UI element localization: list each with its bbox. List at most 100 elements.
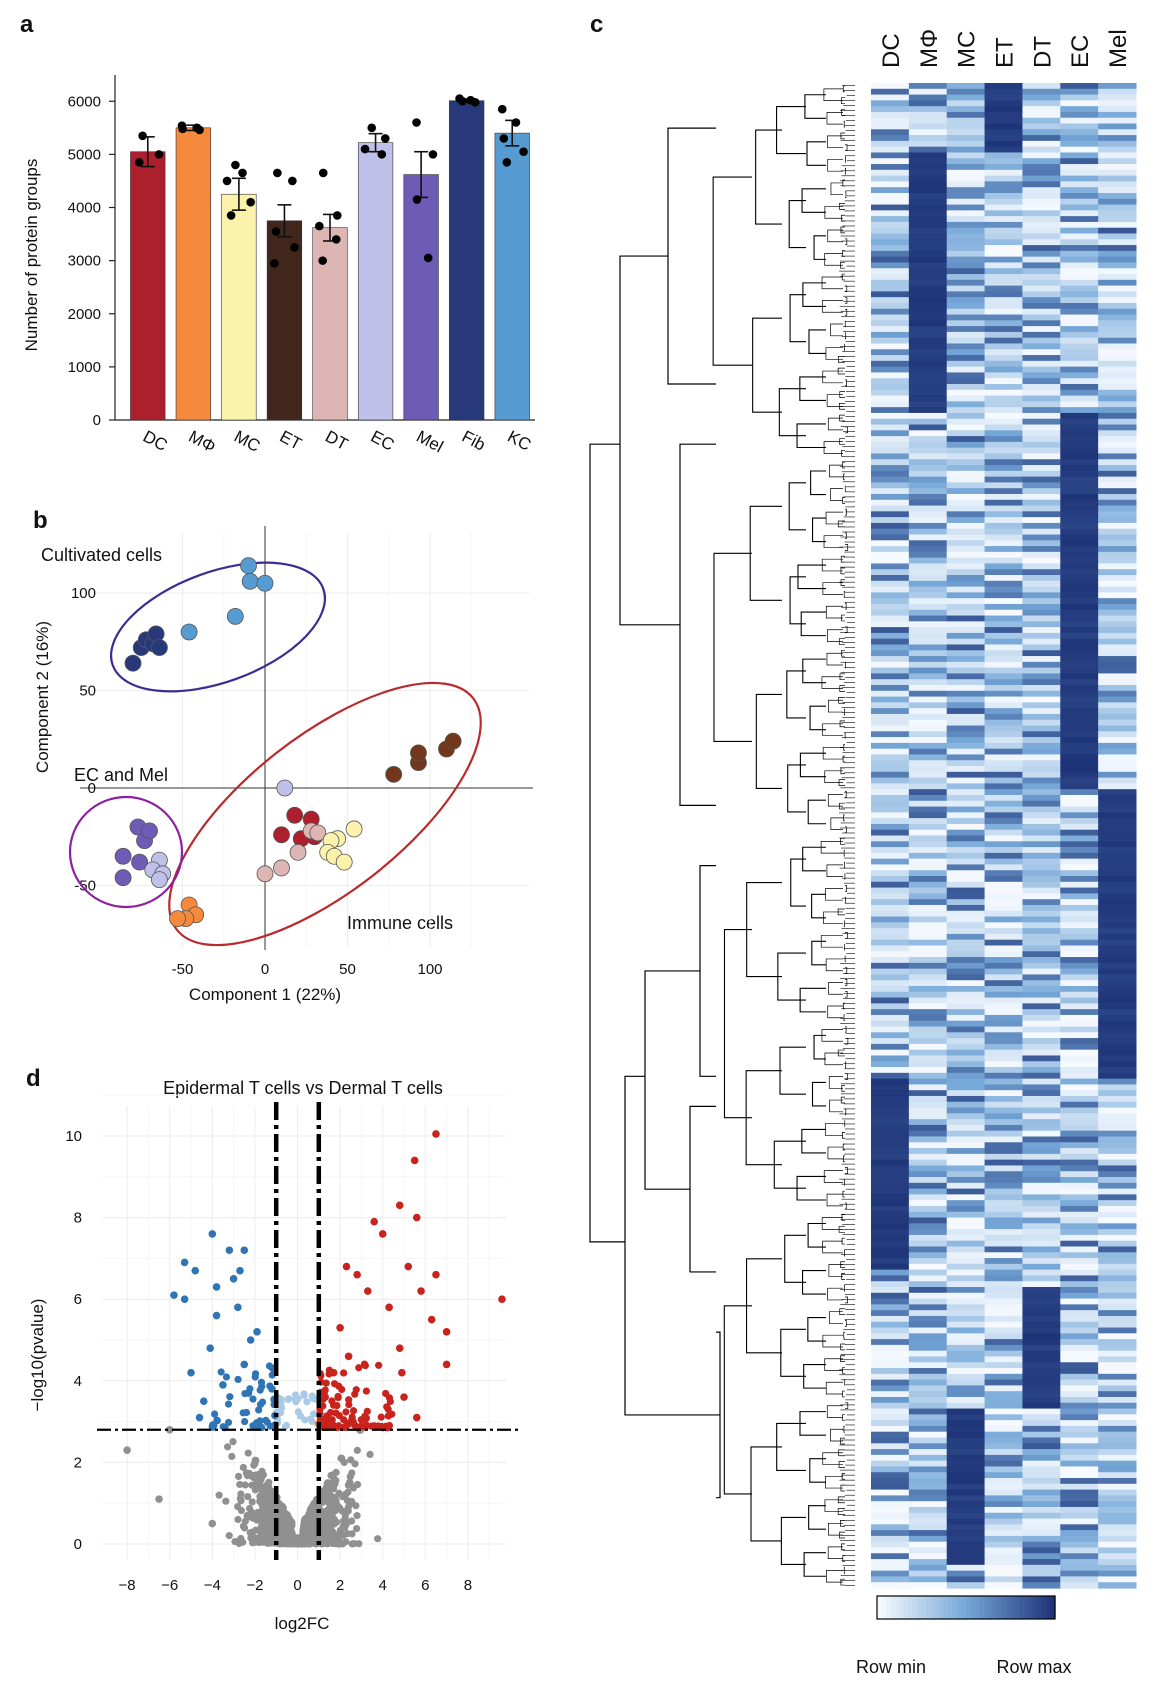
heatmap-cell: [871, 1043, 910, 1051]
heatmap-cell: [908, 1333, 948, 1340]
heatmap-cell: [1022, 1113, 1061, 1120]
heatmap-cell: [908, 308, 948, 316]
heatmap-cell: [946, 1153, 986, 1161]
heatmap-cell: [984, 430, 1023, 437]
heatmap-cell: [908, 1501, 948, 1508]
heatmap-cell: [871, 1182, 910, 1190]
volcano-point: [187, 1368, 195, 1377]
heatmap-cell: [1022, 384, 1061, 391]
heatmap-cell: [1060, 482, 1099, 489]
dendrogram-branch: [829, 1311, 843, 1324]
heatmap-cell: [1022, 615, 1061, 622]
volcano-point: [165, 1425, 174, 1434]
heatmap-cell: [946, 580, 986, 588]
heatmap-cell: [908, 221, 948, 229]
heatmap-cell: [1060, 1263, 1099, 1271]
heatmap-column-label: EC: [1067, 35, 1094, 68]
heatmap-cell: [908, 690, 948, 698]
heatmap-cell: [1098, 1570, 1137, 1578]
heatmap-cell: [1022, 1408, 1061, 1415]
heatmap-cell: [908, 794, 948, 802]
volcano-x-tick-label: −4: [204, 1577, 221, 1594]
pca-sample-point: [169, 910, 186, 928]
heatmap-cell: [946, 1315, 986, 1323]
volcano-point-ns: [236, 1480, 244, 1489]
heatmap-cell: [908, 482, 948, 489]
dendrogram-branch: [845, 967, 848, 975]
heatmap-cell: [1060, 436, 1099, 443]
dendrogram-branch: [843, 1284, 845, 1292]
volcano-point: [427, 1315, 436, 1324]
replicate-point: [377, 150, 387, 159]
heatmap-cell: [946, 1350, 986, 1358]
heatmap-cell: [871, 401, 910, 408]
volcano-point-down: [256, 1400, 265, 1409]
heatmap-cell: [984, 598, 1023, 605]
heatmap-cell: [908, 569, 948, 576]
heatmap-cell: [1098, 389, 1137, 397]
heatmap-cell: [1060, 1026, 1099, 1033]
dendrogram-branch: [810, 470, 826, 496]
heatmap-cell: [1098, 441, 1137, 449]
heatmap-cell: [1022, 366, 1061, 374]
heatmap-cell: [871, 198, 910, 206]
heatmap-cell: [1098, 274, 1137, 281]
heatmap-cell: [1060, 1009, 1099, 1016]
heatmap-cell: [1022, 1148, 1061, 1155]
heatmap-cell: [1060, 1483, 1099, 1491]
heatmap-cell: [871, 1223, 910, 1230]
heatmap-cell: [946, 1107, 986, 1114]
heatmap-cell: [908, 1177, 948, 1184]
heatmap-cell: [1022, 447, 1061, 455]
dendrogram-branch: [828, 1264, 843, 1277]
heatmap-cell: [984, 806, 1023, 813]
heatmap-cell: [1098, 980, 1137, 987]
dendrogram-branch: [845, 285, 848, 293]
heatmap-cell: [946, 470, 986, 478]
heatmap-cell: [946, 378, 986, 385]
heatmap-cell: [1022, 881, 1061, 889]
heatmap-cell: [908, 933, 948, 941]
heatmap-cell: [871, 702, 910, 709]
dendrogram-branch: [823, 88, 843, 101]
heatmap-cell: [1022, 1379, 1061, 1387]
heatmap-cell: [1060, 1252, 1099, 1259]
heatmap-cell: [946, 1252, 986, 1259]
heatmap-cell: [1098, 1327, 1137, 1334]
heatmap-cell: [871, 1512, 910, 1520]
heatmap-cell: [984, 783, 1023, 790]
heatmap-cell: [1060, 968, 1099, 976]
volcano-point-ns: [277, 1534, 285, 1543]
heatmap-cell: [1022, 638, 1061, 646]
heatmap-cell: [984, 436, 1023, 443]
heatmap-cell: [871, 829, 910, 837]
heatmap-cell: [1060, 1431, 1099, 1439]
heatmap-cell: [984, 100, 1023, 107]
heatmap-cell: [1098, 1466, 1137, 1473]
heatmap-cell: [1022, 1530, 1061, 1537]
heatmap-cell: [908, 1298, 948, 1305]
heatmap-cell: [908, 1020, 948, 1028]
heatmap-cell: [1098, 1240, 1137, 1248]
volcano-y-tick-label: 8: [74, 1210, 82, 1227]
heatmap-cell: [908, 592, 948, 599]
replicate-point: [138, 131, 147, 141]
heatmap-cell: [871, 690, 910, 698]
heatmap-cell: [946, 910, 986, 918]
heatmap-cell: [908, 100, 948, 107]
volcano-point-ns: [353, 1512, 361, 1520]
heatmap-cell: [1022, 111, 1061, 119]
volcano-point-up: [385, 1421, 394, 1430]
dendrogram-branch: [828, 699, 843, 713]
heatmap-cell: [871, 1478, 910, 1485]
dendrogram-branch: [826, 629, 843, 642]
heatmap-cell: [984, 1292, 1023, 1300]
heatmap-cell: [871, 1153, 910, 1161]
volcano-point: [208, 1230, 217, 1238]
heatmap-cell: [871, 783, 910, 790]
volcano-point-down: [226, 1393, 234, 1401]
heatmap-cell: [1098, 557, 1137, 565]
heatmap-cell: [871, 957, 910, 964]
heatmap-cell: [1022, 852, 1061, 860]
heatmap-cell: [1022, 528, 1061, 536]
